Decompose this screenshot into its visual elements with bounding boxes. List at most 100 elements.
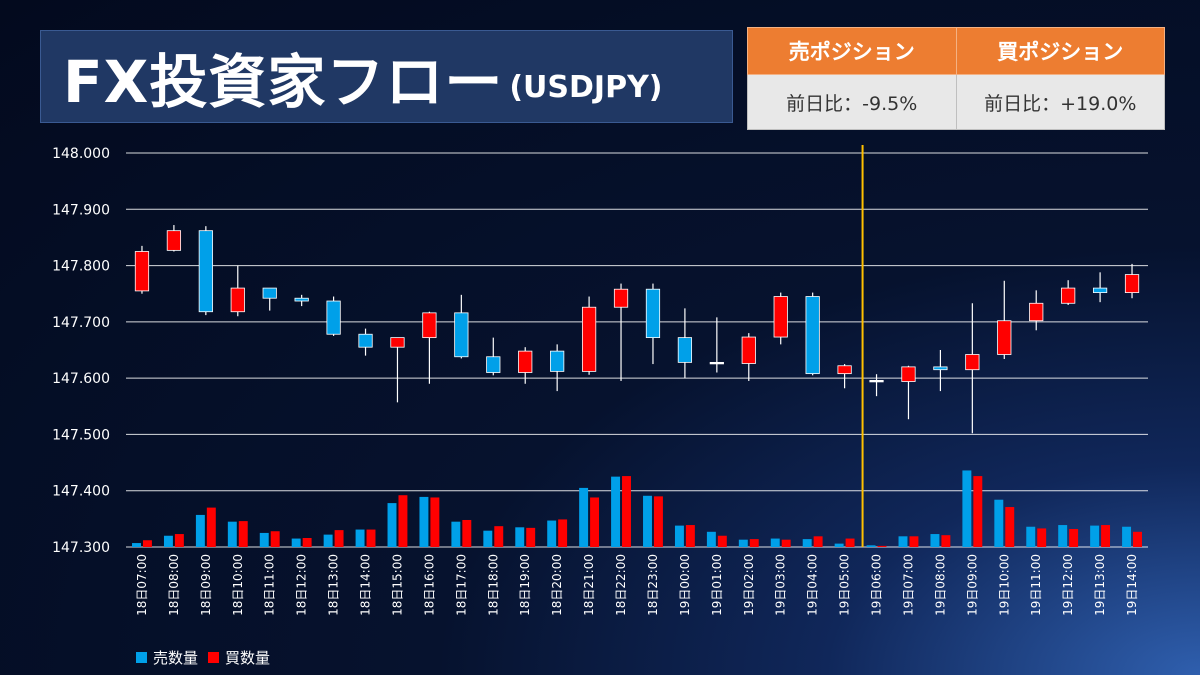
buy-volume-bar	[749, 539, 759, 547]
buy-volume-bar	[845, 538, 855, 547]
x-tick-label: 19日09:00	[965, 554, 979, 616]
bearish-candle-body	[550, 350, 565, 372]
bullish-candle-body	[166, 230, 182, 251]
sell-volume-bar	[451, 521, 461, 547]
sell-volume-bar	[259, 532, 269, 547]
bullish-candle-body	[1061, 287, 1076, 304]
x-tick-label: 19日04:00	[806, 554, 820, 616]
bullish-candle-body	[422, 312, 437, 339]
volume-bars	[132, 470, 1142, 547]
x-tick-label: 18日11:00	[263, 554, 277, 616]
buy-volume-bar	[302, 537, 312, 547]
buy-volume-bar	[1005, 507, 1015, 547]
sell-volume-bar	[579, 487, 589, 547]
x-tick-label: 19日05:00	[838, 554, 852, 616]
x-tick-label: 18日10:00	[231, 554, 245, 616]
buy-volume-bar	[622, 476, 631, 547]
x-tick-label: 19日10:00	[997, 554, 1011, 616]
bearish-candle-body	[326, 300, 341, 335]
buy-volume-bar	[558, 519, 568, 547]
bullish-candle-body	[837, 365, 852, 375]
buy-volume-bar	[270, 531, 280, 547]
x-tick-label: 19日03:00	[774, 554, 788, 616]
bullish-candle-body	[518, 350, 533, 373]
sell-volume-bar	[515, 527, 525, 547]
bullish-candle-body	[901, 366, 916, 382]
sell-volume-bar	[483, 530, 493, 547]
bearish-candle-body	[805, 296, 820, 375]
sell-volume-bar	[994, 499, 1004, 547]
bearish-candle-body	[294, 297, 309, 302]
bullish-candle-body	[1124, 274, 1140, 293]
buy-volume-bar	[462, 519, 472, 547]
sell-volume-bar	[611, 476, 621, 547]
sell-volume-bar	[706, 531, 716, 547]
sell-volume-bar	[1122, 526, 1132, 547]
bearish-candle-body	[677, 337, 693, 363]
sell-volume-bar	[132, 543, 141, 547]
x-tick-label: 18日23:00	[646, 554, 660, 616]
x-tick-label: 18日19:00	[518, 554, 532, 616]
sell-volume-bar	[1090, 525, 1100, 547]
x-tick-label: 19日08:00	[933, 554, 947, 616]
gridlines	[126, 152, 1148, 548]
y-axis-ticks: 148.000 147.900 147.800 147.700 147.600 147.5…	[52, 146, 110, 556]
bearish-candle-body	[1092, 287, 1108, 293]
x-tick-label: 18日16:00	[422, 554, 436, 616]
y-tick-label: 147.700	[52, 315, 110, 331]
x-tick-label: 18日22:00	[614, 554, 628, 616]
position-table: 売ポジション 買ポジション 前日比：-9.5% 前日比：+19.0%	[747, 27, 1165, 130]
sell-volume-bar	[419, 496, 429, 547]
sell-volume-bar	[195, 514, 205, 547]
bearish-candle-body	[454, 312, 469, 358]
buy-volume-bar	[813, 536, 823, 547]
legend-label-sell: 売数量	[153, 649, 199, 667]
bullish-candle-body	[134, 251, 150, 292]
x-tick-label: 18日14:00	[359, 554, 373, 616]
bullish-candle-body	[741, 336, 756, 364]
x-tick-label: 19日13:00	[1093, 554, 1107, 616]
sell-volume-bar	[770, 538, 780, 547]
x-tick-label: 19日11:00	[1029, 554, 1043, 616]
y-tick-label: 147.300	[52, 540, 110, 556]
y-tick-label: 148.000	[52, 146, 110, 162]
x-tick-label: 18日13:00	[327, 554, 341, 616]
title-banner: FX投資家フロー (USDJPY)	[40, 30, 733, 123]
bullish-candle-body	[773, 296, 788, 338]
buy-volume-bar	[238, 521, 248, 547]
candles	[134, 225, 1140, 434]
x-tick-label: 18日07:00	[135, 554, 149, 616]
x-axis-labels: 18日07:00 18日08:00 18日09:00 18日10:00 18日11:00…	[135, 554, 1139, 616]
buy-volume-bar	[590, 497, 600, 547]
buy-volume-bar	[941, 535, 951, 547]
buy-volume-bar	[142, 540, 152, 547]
x-tick-label: 19日06:00	[870, 554, 884, 616]
x-tick-label: 19日00:00	[678, 554, 692, 616]
x-tick-label: 18日12:00	[295, 554, 309, 616]
bullish-candle-body	[230, 287, 245, 313]
x-tick-label: 18日21:00	[582, 554, 596, 616]
buy-volume-bar	[1037, 528, 1047, 547]
bearish-candle-body	[869, 379, 884, 383]
x-tick-label: 19日14:00	[1125, 554, 1139, 616]
buy-volume-bar	[781, 539, 791, 547]
sell-volume-bar	[163, 535, 173, 547]
x-tick-label: 18日18:00	[486, 554, 500, 616]
buy-volume-bar	[909, 536, 919, 547]
legend-swatch-buy	[208, 652, 220, 663]
buy-volume-bar	[526, 527, 536, 547]
sell-volume-bar	[387, 503, 397, 547]
y-tick-label: 147.600	[52, 371, 110, 387]
bearish-candle-body	[198, 230, 213, 313]
buy-volume-bar	[398, 495, 408, 547]
x-tick-label: 18日17:00	[454, 554, 468, 616]
bullish-candle-body	[965, 354, 980, 371]
bearish-candle-body	[709, 361, 724, 365]
sell-volume-bar	[1058, 525, 1068, 547]
bullish-candle-body	[581, 306, 597, 372]
buy-volume-bar	[877, 545, 887, 547]
x-tick-label: 19日02:00	[742, 554, 756, 616]
bearish-candle-body	[933, 366, 948, 371]
buy-volume-bar	[174, 534, 184, 547]
y-tick-label: 147.900	[52, 202, 110, 218]
